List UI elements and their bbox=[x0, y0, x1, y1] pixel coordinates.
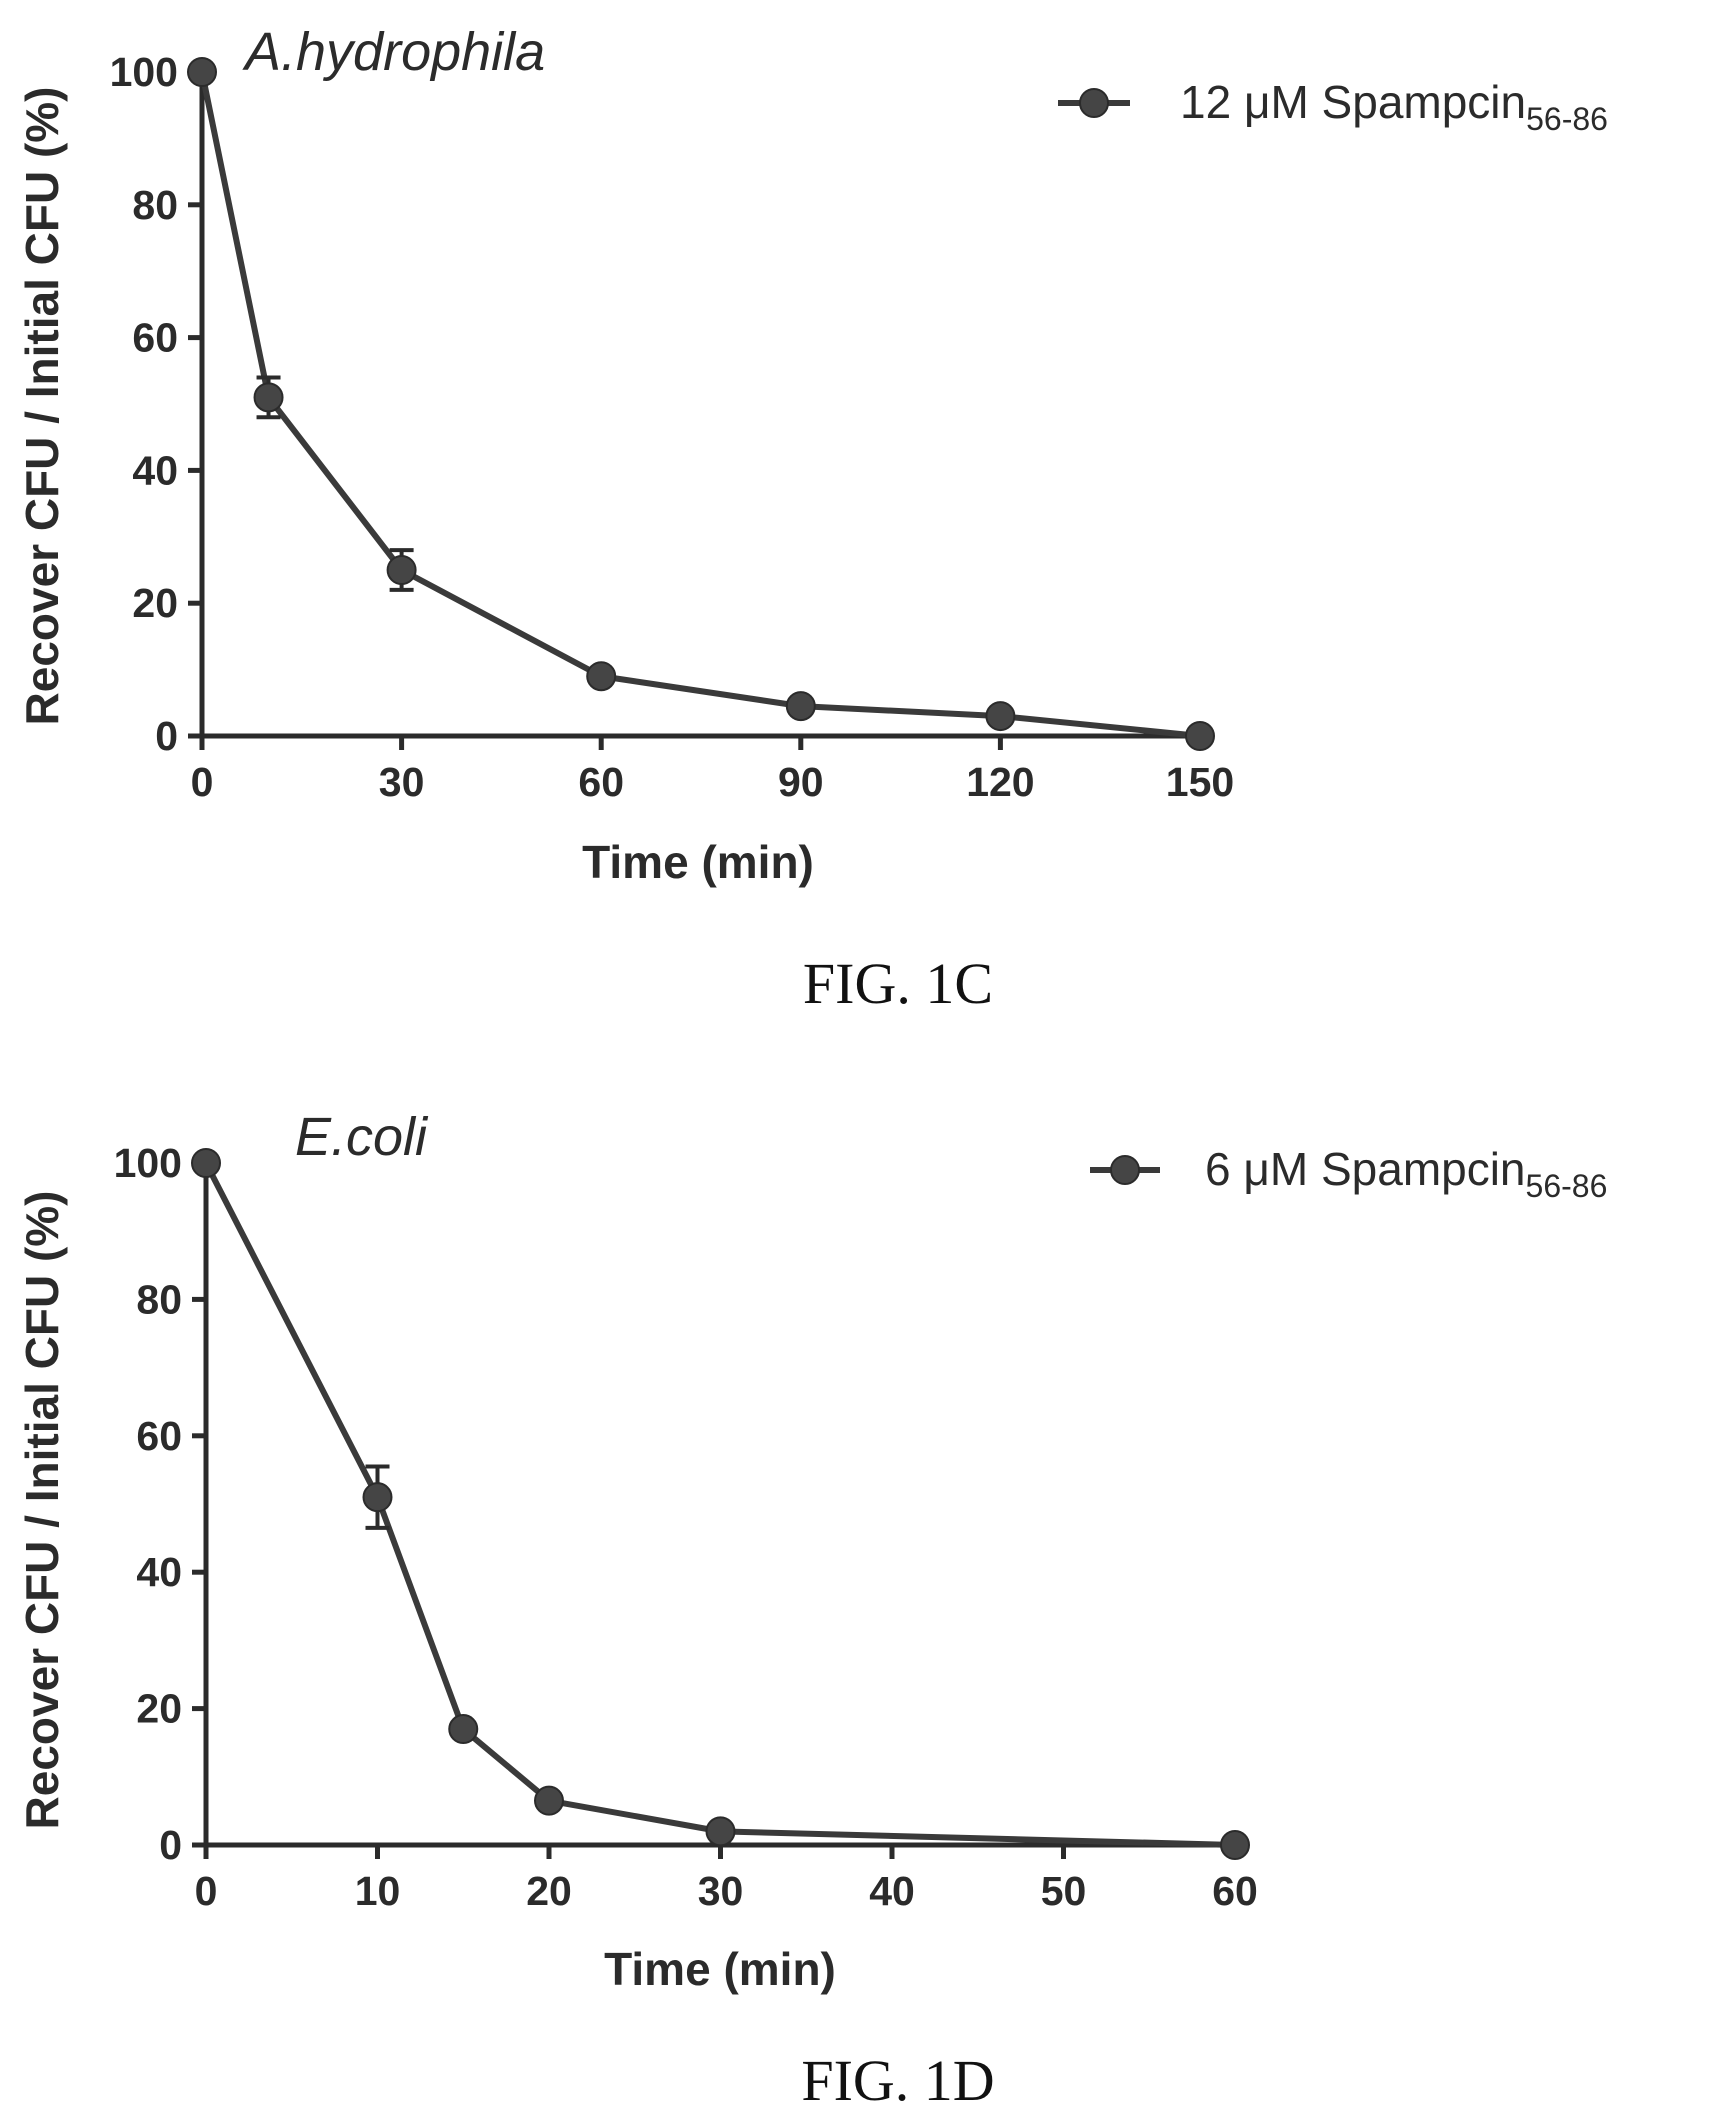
data-point bbox=[785, 691, 816, 722]
series-line bbox=[203, 1161, 1236, 1848]
legend-label-subscript: 56-86 bbox=[1526, 101, 1608, 137]
data-point bbox=[362, 1482, 393, 1513]
y-tick-label: 0 bbox=[159, 1822, 182, 1868]
legend-label-main: 12 μM Spampcin bbox=[1180, 76, 1526, 128]
data-point bbox=[534, 1785, 564, 1816]
y-tick-label: 20 bbox=[132, 580, 178, 626]
data-point bbox=[1220, 1830, 1250, 1860]
x-tick-label: 60 bbox=[1212, 1868, 1258, 1914]
organism-label: A.hydrophila bbox=[242, 22, 545, 82]
y-tick-label: 0 bbox=[155, 713, 178, 759]
x-axis-title: Time (min) bbox=[604, 1943, 836, 1995]
legend-label-main: 6 μM Spampcin bbox=[1205, 1143, 1526, 1195]
x-tick-label: 0 bbox=[191, 759, 214, 805]
x-tick-label: 20 bbox=[526, 1868, 572, 1914]
data-point bbox=[187, 57, 217, 87]
data-point bbox=[586, 661, 617, 692]
legend-marker-swatch bbox=[1079, 88, 1109, 118]
y-axis-title: Recover CFU / Initial CFU (%) bbox=[16, 1191, 68, 1830]
x-axis-title: Time (min) bbox=[582, 836, 814, 888]
y-tick-label: 80 bbox=[132, 182, 178, 228]
y-tick-label: 100 bbox=[110, 49, 178, 95]
legend-label: 12 μM Spampcin56-86 bbox=[1180, 76, 1608, 137]
x-tick-label: 30 bbox=[379, 759, 425, 805]
plot-area: 0 10 20 30 40 50 60 0 20 40 60 80 100 bbox=[114, 1140, 1258, 1914]
legend-marker-swatch bbox=[1110, 1155, 1140, 1185]
legend: 12 μM Spampcin56-86 bbox=[1058, 76, 1608, 137]
y-tick-label: 40 bbox=[132, 447, 178, 493]
y-tick-label: 100 bbox=[114, 1140, 182, 1186]
data-point bbox=[705, 1816, 736, 1847]
data-point bbox=[253, 382, 284, 413]
y-tick-label: 40 bbox=[136, 1549, 182, 1595]
legend-label: 6 μM Spampcin56-86 bbox=[1205, 1143, 1607, 1204]
x-tick-label: 150 bbox=[1166, 759, 1234, 805]
x-tick-label: 60 bbox=[578, 759, 624, 805]
x-tick-label: 120 bbox=[966, 759, 1034, 805]
y-tick-label: 80 bbox=[136, 1276, 182, 1322]
x-tick-label: 90 bbox=[778, 759, 824, 805]
data-point bbox=[1185, 721, 1215, 751]
plot-area: 0 30 60 90 120 150 0 20 40 60 80 100 bbox=[110, 49, 1235, 805]
legend: 6 μM Spampcin56-86 bbox=[1090, 1143, 1607, 1204]
x-tick-label: 40 bbox=[869, 1868, 915, 1914]
y-axis-title: Recover CFU / Initial CFU (%) bbox=[16, 87, 68, 726]
y-tick-label: 20 bbox=[136, 1686, 182, 1732]
x-tick-label: 0 bbox=[195, 1868, 218, 1914]
y-tick-label: 60 bbox=[136, 1413, 182, 1459]
figure-caption: FIG. 1C bbox=[803, 951, 993, 1016]
data-point bbox=[386, 555, 417, 585]
figure-caption: FIG. 1D bbox=[801, 2048, 994, 2113]
legend-label-subscript: 56-86 bbox=[1526, 1168, 1608, 1204]
data-point bbox=[448, 1714, 479, 1745]
panel-1c: A.hydrophila Recover CFU / Initial CFU (… bbox=[16, 22, 1608, 1016]
x-tick-label: 50 bbox=[1041, 1868, 1087, 1914]
organism-label: E.coli bbox=[295, 1107, 429, 1167]
y-tick-label: 60 bbox=[132, 315, 178, 361]
data-point bbox=[191, 1148, 221, 1178]
x-tick-label: 10 bbox=[355, 1868, 401, 1914]
panel-1d: E.coli Recover CFU / Initial CFU (%) Tim… bbox=[16, 1107, 1607, 2113]
data-point bbox=[985, 701, 1016, 732]
x-tick-label: 30 bbox=[698, 1868, 744, 1914]
series-line bbox=[199, 71, 1201, 739]
